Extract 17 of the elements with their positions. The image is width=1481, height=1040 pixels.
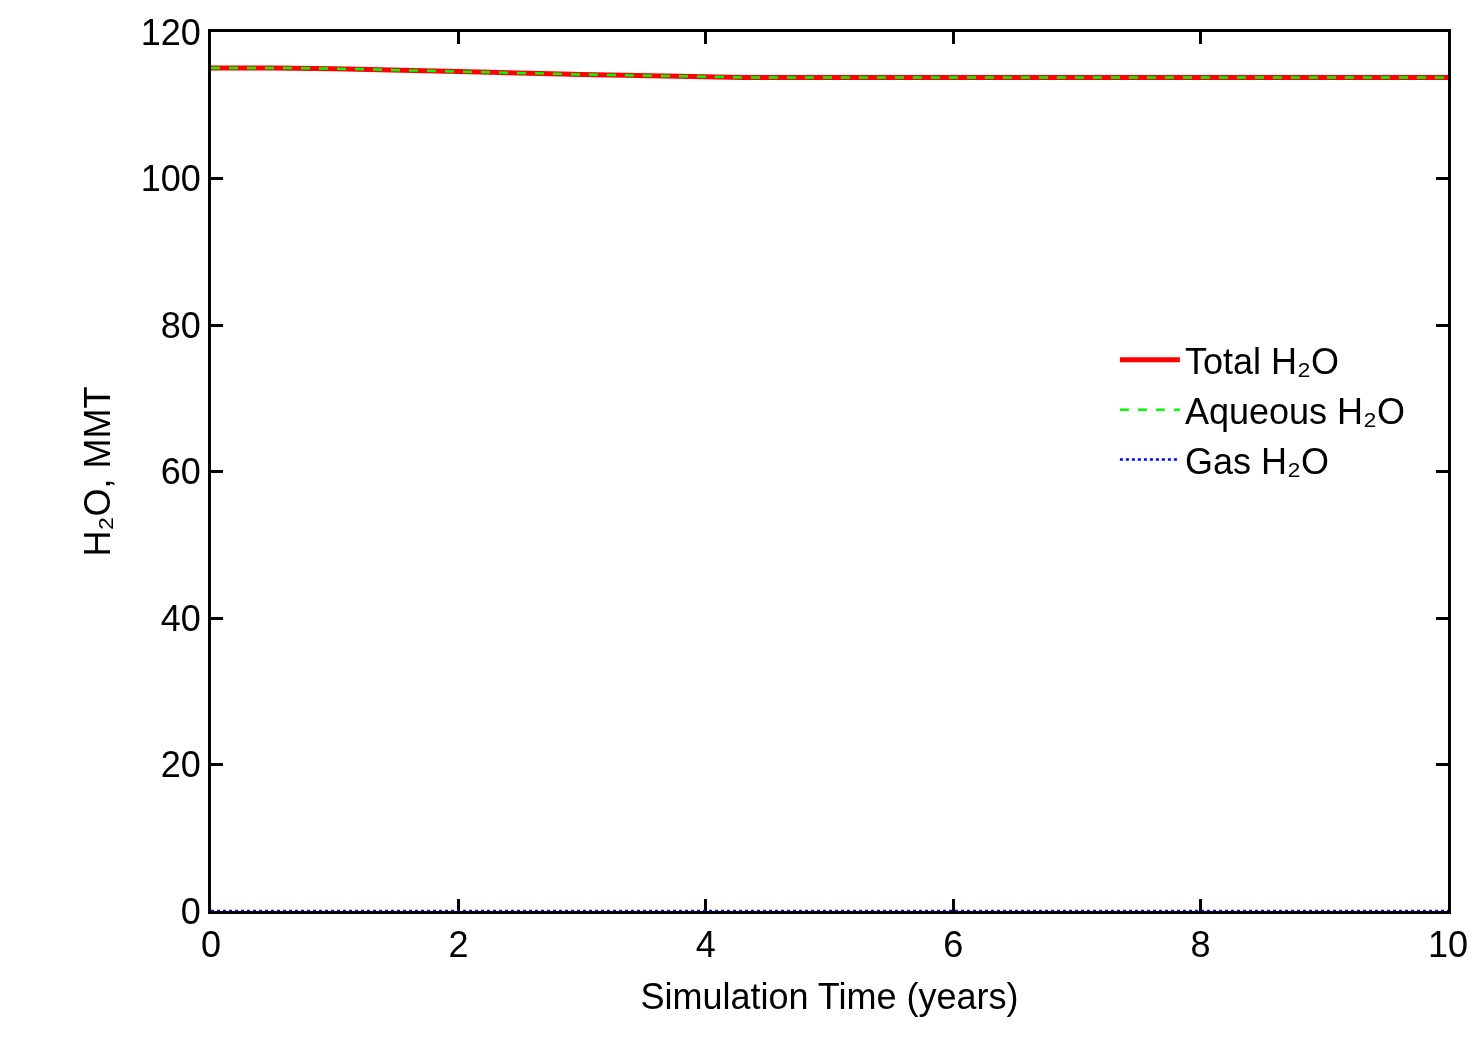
y-tick-label: 120 <box>140 11 201 53</box>
y-tick-label: 0 <box>180 890 201 932</box>
y-tick-label: 100 <box>140 158 201 200</box>
x-axis-title: Simulation Time (years) <box>640 975 1019 1017</box>
legend-label: Total H₂O <box>1184 340 1339 382</box>
y-tick-label: 60 <box>160 451 201 493</box>
x-tick-label: 10 <box>1427 924 1469 966</box>
y-tick-label: 40 <box>160 597 201 639</box>
legend-label: Aqueous H₂O <box>1184 390 1405 432</box>
y-axis-title: H₂O, MMT <box>76 386 118 557</box>
x-tick-label: 6 <box>943 924 964 966</box>
x-tick-label: 8 <box>1190 924 1211 966</box>
x-tick-label: 2 <box>448 924 469 966</box>
legend-label: Gas H₂O <box>1184 440 1329 482</box>
x-tick-label: 4 <box>695 924 716 966</box>
y-tick-label: 20 <box>160 744 201 786</box>
y-tick-label: 80 <box>160 304 201 346</box>
